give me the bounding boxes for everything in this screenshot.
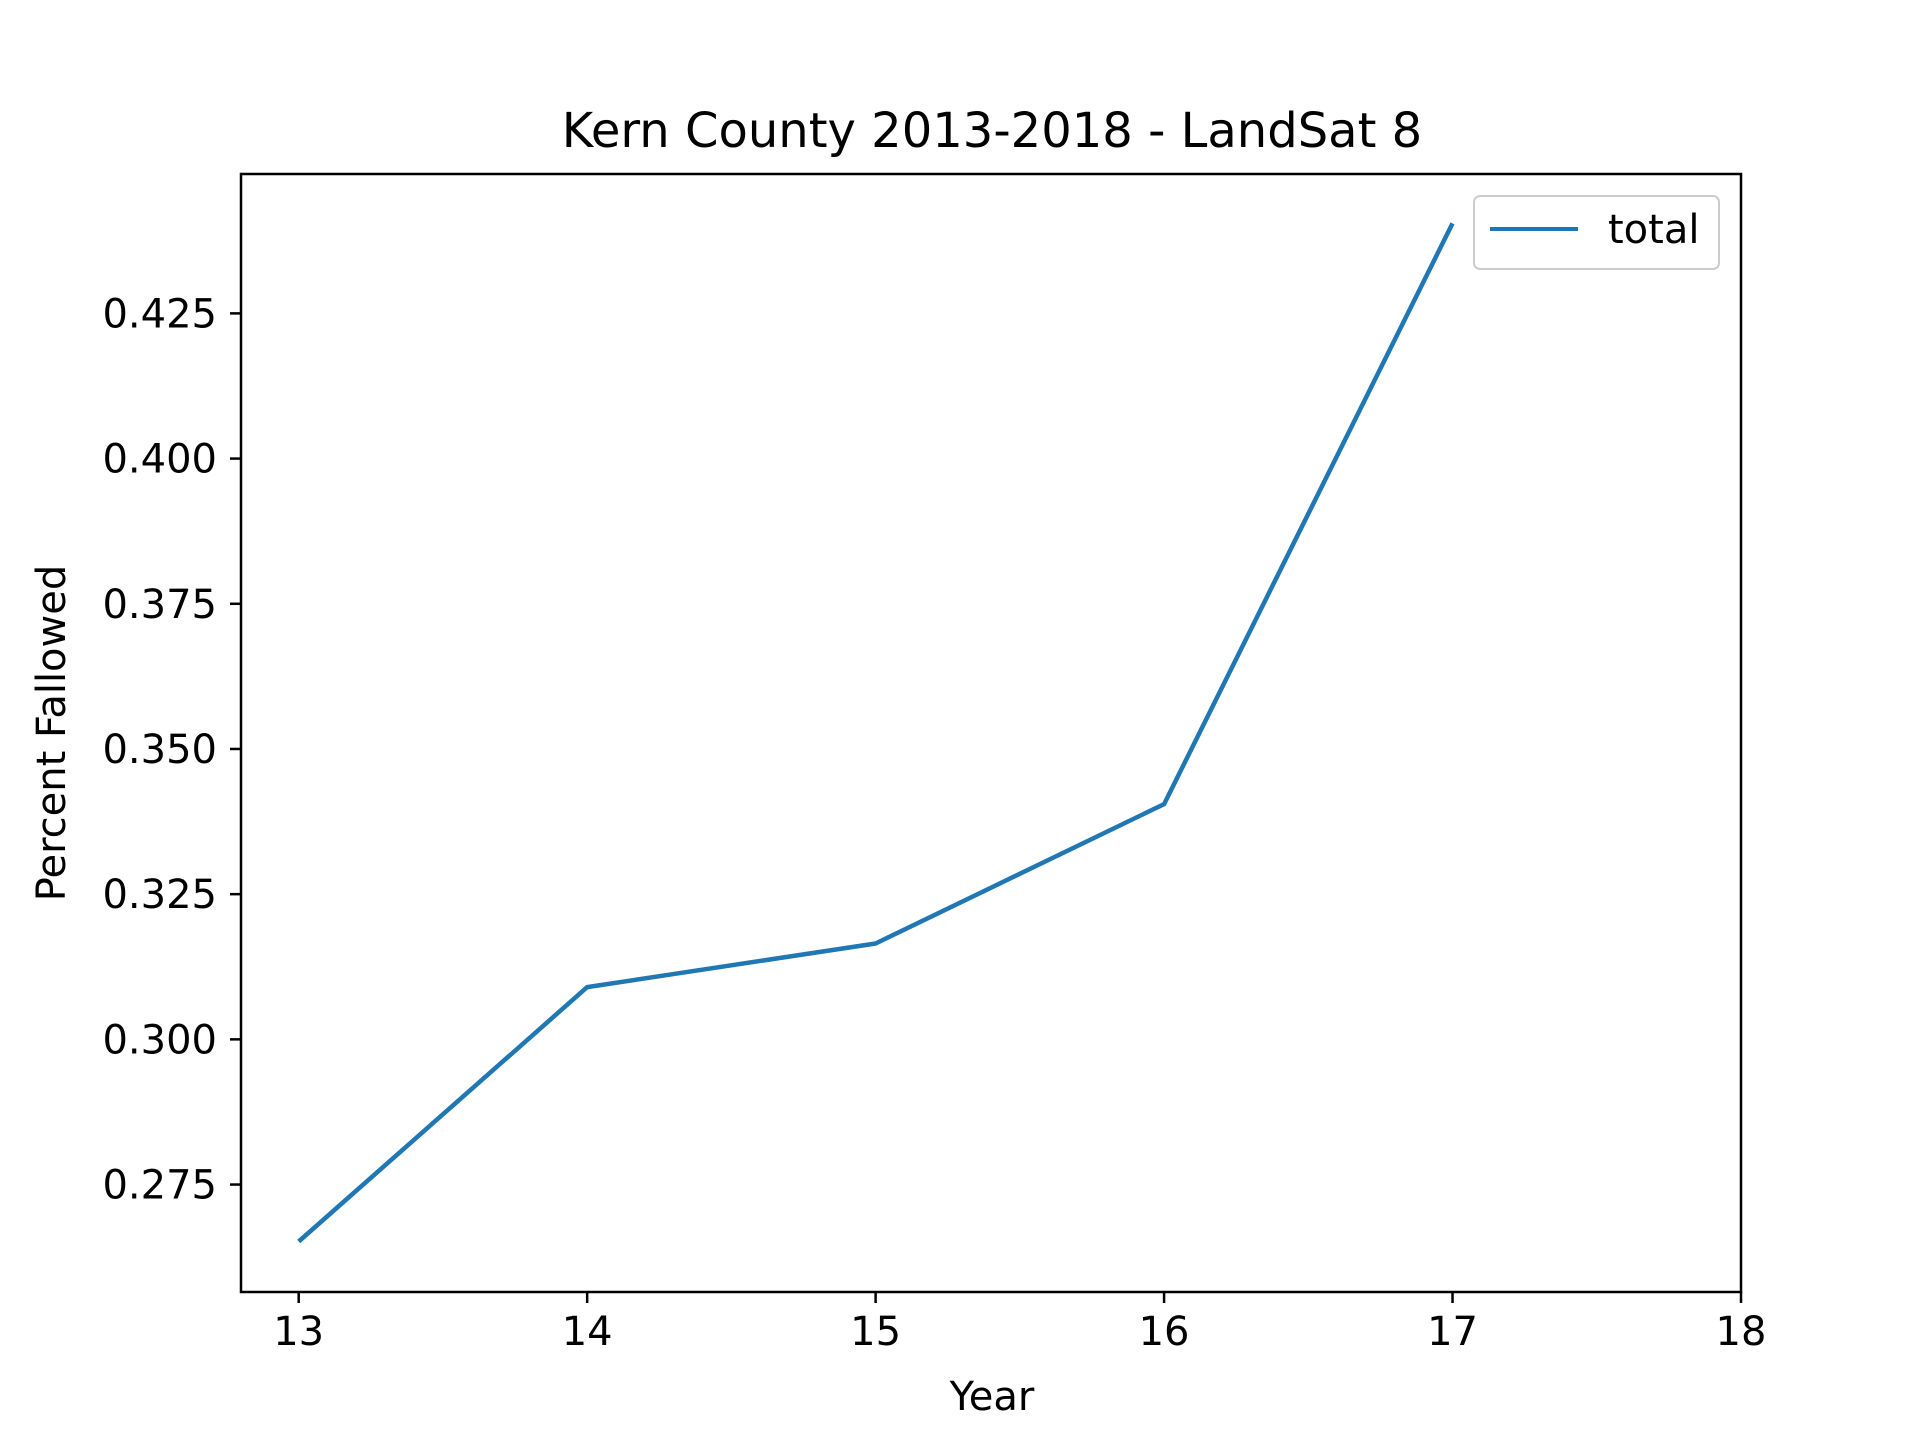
plot-frame <box>239 172 1743 1294</box>
y-tick-label: 0.375 <box>102 582 217 628</box>
series-line-total <box>297 222 1455 1244</box>
x-tick-label: 15 <box>850 1309 901 1355</box>
x-tick-label: 17 <box>1427 1309 1478 1355</box>
chart-title: Kern County 2013-2018 - LandSat 8 <box>562 103 1422 159</box>
y-tick-label: 0.400 <box>102 437 217 483</box>
y-axis-ticks: 0.275 0.300 0.325 0.350 0.375 0.400 0.425 <box>102 291 241 1209</box>
x-tick-label: 16 <box>1139 1309 1190 1355</box>
x-tick-label: 14 <box>562 1309 613 1355</box>
legend: total <box>1473 195 1720 270</box>
y-tick-label: 0.325 <box>102 872 217 918</box>
x-axis-label: Year <box>949 1374 1035 1420</box>
y-axis-label: Percent Fallowed <box>29 565 75 901</box>
x-tick-label: 18 <box>1716 1309 1767 1355</box>
y-tick-label: 0.300 <box>102 1017 217 1063</box>
legend-label-total: total <box>1608 207 1699 253</box>
y-tick-label: 0.425 <box>102 291 217 337</box>
x-axis-ticks: 13 14 15 16 17 18 <box>273 1292 1766 1355</box>
y-tick-label: 0.350 <box>102 727 217 773</box>
legend-box <box>1473 195 1720 270</box>
series-group <box>297 222 1455 1244</box>
x-tick-label: 13 <box>273 1309 324 1355</box>
y-tick-label: 0.275 <box>102 1163 217 1209</box>
